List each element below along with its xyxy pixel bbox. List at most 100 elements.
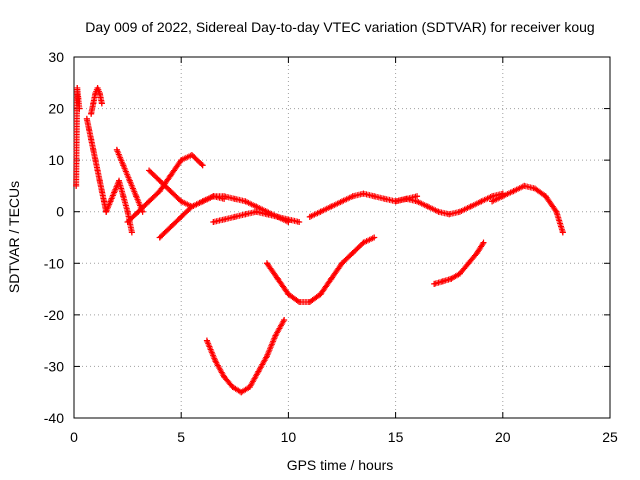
series-arc-04	[103, 177, 135, 236]
data-point	[126, 177, 133, 184]
data-point	[188, 203, 195, 210]
data-point	[296, 219, 303, 226]
series-markers	[489, 182, 566, 236]
data-point	[96, 90, 103, 97]
data-point	[178, 213, 185, 220]
data-point	[133, 193, 140, 200]
data-point	[203, 337, 210, 344]
series-markers	[103, 177, 135, 236]
series-markers	[146, 167, 228, 210]
data-point	[167, 172, 174, 179]
series-arc-08	[156, 193, 292, 241]
series-markers	[203, 317, 288, 396]
x-tick-label: 5	[177, 429, 185, 445]
data-point	[101, 198, 108, 205]
data-point	[231, 213, 238, 220]
data-point	[474, 249, 481, 256]
data-point	[553, 208, 560, 215]
series-arc-01	[73, 84, 83, 189]
series-arc-05	[113, 146, 146, 215]
data-point	[448, 275, 455, 282]
data-point	[296, 298, 303, 305]
data-point	[120, 162, 127, 169]
data-point	[90, 100, 97, 107]
data-point	[263, 353, 270, 360]
data-point	[124, 219, 131, 226]
y-tick-label: 0	[56, 204, 64, 220]
data-point	[199, 198, 206, 205]
data-point	[76, 105, 83, 112]
y-tick-label: -10	[44, 255, 64, 271]
data-point	[74, 84, 81, 91]
data-point	[281, 317, 288, 324]
data-point	[96, 177, 103, 184]
data-point	[83, 115, 90, 122]
data-point	[424, 203, 431, 210]
axes: 0 5 10 15 20 25 -40 -30 -20 -10 0 10 20 30	[44, 49, 618, 445]
data-point	[221, 373, 228, 380]
data-point	[221, 193, 228, 200]
data-point	[446, 211, 453, 218]
data-point	[306, 213, 313, 220]
data-point	[178, 157, 185, 164]
data-point	[521, 182, 528, 189]
data-point	[212, 358, 219, 365]
y-tick-label: -40	[44, 410, 64, 426]
data-point	[328, 275, 335, 282]
data-point	[499, 193, 506, 200]
data-point	[98, 100, 105, 107]
data-points	[73, 84, 566, 396]
data-point	[480, 239, 487, 246]
data-point	[360, 190, 367, 197]
data-point	[94, 84, 101, 91]
data-point	[135, 208, 142, 215]
series-arc-07	[146, 167, 228, 210]
data-point	[199, 162, 206, 169]
data-point	[263, 211, 270, 218]
plot-frame	[73, 56, 611, 419]
data-point	[559, 229, 566, 236]
series-arc-11	[263, 234, 378, 305]
series-arc-14	[431, 239, 487, 287]
data-point	[111, 188, 118, 195]
data-point	[128, 229, 135, 236]
data-point	[542, 193, 549, 200]
series-arc-02	[83, 115, 110, 215]
data-point	[238, 389, 245, 396]
data-point	[94, 167, 101, 174]
data-point	[371, 234, 378, 241]
data-point	[86, 126, 93, 133]
data-point	[210, 193, 217, 200]
y-tick-label: 10	[48, 152, 64, 168]
data-point	[339, 198, 345, 205]
data-point	[107, 198, 114, 205]
data-point	[246, 384, 253, 391]
data-point	[231, 195, 238, 202]
data-point	[221, 216, 228, 223]
x-tick-label: 10	[281, 429, 297, 445]
y-tick-label: 20	[48, 101, 64, 117]
data-point	[88, 136, 95, 143]
data-point	[467, 203, 474, 210]
data-point	[263, 260, 270, 267]
data-point	[403, 195, 410, 202]
y-tick-label: 30	[48, 49, 64, 65]
data-point	[229, 384, 236, 391]
x-tick-label: 0	[70, 429, 78, 445]
data-point	[253, 208, 260, 215]
data-point	[73, 182, 80, 189]
series-markers	[83, 115, 110, 215]
grid	[74, 57, 610, 418]
data-point	[178, 198, 185, 205]
x-tick-label: 15	[388, 429, 404, 445]
data-point	[274, 275, 281, 282]
data-point	[371, 193, 378, 200]
data-point	[146, 198, 153, 205]
data-point	[120, 193, 127, 200]
data-point	[510, 188, 517, 195]
data-point	[253, 203, 260, 210]
series-arc-13	[392, 190, 506, 218]
data-point	[274, 213, 281, 220]
data-point	[167, 188, 174, 195]
